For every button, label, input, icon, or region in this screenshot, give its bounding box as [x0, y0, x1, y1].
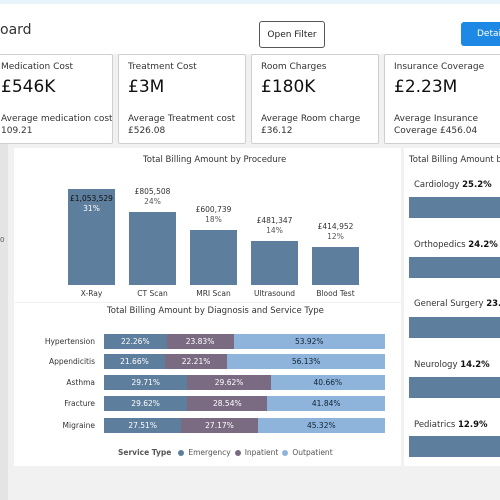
- procedure-bar: [312, 247, 359, 285]
- medication-cost-card: Medication Cost £546K Average medication…: [0, 54, 113, 144]
- card-label: Treatment Cost: [128, 62, 197, 72]
- card-sub-value: £526.08: [128, 126, 166, 136]
- card-label: Room Charges: [261, 62, 327, 72]
- details-button[interactable]: Detail: [461, 22, 500, 46]
- outpatient-legend-dot: [282, 449, 289, 456]
- department-label: Neurology 14.2%: [414, 360, 490, 370]
- bar-value-label: £481,347: [256, 216, 293, 226]
- stacked-bar-segment: 22.26%: [104, 334, 167, 349]
- legend-title: Service Type: [118, 448, 172, 457]
- stacked-bar-segment: 45.32%: [257, 418, 385, 433]
- card-sub-value: £36.12: [261, 126, 293, 136]
- bar-category-label: Blood Test: [316, 289, 355, 298]
- bar-percent-label: 31%: [83, 204, 100, 213]
- stacked-bar-segment: 23.83%: [166, 334, 234, 349]
- department-percent: 23.3: [486, 299, 500, 309]
- department-label: Pediatrics 12.9%: [414, 420, 488, 430]
- stacked-bar-segment: 27.51%: [104, 418, 182, 433]
- left-axis-tick: 0: [0, 236, 5, 244]
- stacked-bar-segment: 29.71%: [104, 375, 188, 390]
- department-bar: [409, 436, 500, 457]
- card-sub-label: Average Treatment cost: [128, 114, 236, 124]
- department-name: Orthopedics: [414, 240, 469, 250]
- stacked-bar-segment: 27.17%: [181, 418, 258, 433]
- department-bar: [409, 377, 500, 398]
- diagnosis-chart-title: Total Billing Amount by Diagnosis and Se…: [107, 306, 324, 316]
- department-percent: 14.2%: [460, 360, 490, 370]
- bar-value-label: £805,508: [134, 186, 171, 196]
- card-sub-value: Coverage £456.04: [394, 126, 478, 136]
- open-filter-button[interactable]: Open Filter: [259, 21, 325, 48]
- legend-item-outpatient: Outpatient: [292, 448, 333, 457]
- card-sub-label: Average Room charge: [261, 114, 361, 124]
- bar-percent-label: 24%: [144, 196, 161, 206]
- department-name: Cardiology: [414, 180, 463, 190]
- stacked-bar-segment: 29.62%: [104, 396, 188, 411]
- diagnosis-row-label: Appendicitis: [48, 357, 95, 366]
- department-bar: [409, 317, 500, 338]
- diagnosis-row-label: Migraine: [62, 421, 95, 430]
- department-label: Cardiology 25.2%: [414, 180, 492, 190]
- left-chart-edge: [0, 144, 8, 500]
- procedure-bar: [68, 189, 115, 285]
- card-value: £3M: [128, 77, 165, 97]
- card-label: Insurance Coverage: [394, 62, 485, 72]
- department-name: Pediatrics: [414, 420, 459, 430]
- department-label: Orthopedics 24.2%: [414, 240, 498, 250]
- card-label: Medication Cost: [1, 62, 74, 72]
- bar-category-label: X-Ray: [80, 289, 103, 298]
- stacked-bar-segment: 40.66%: [270, 375, 385, 390]
- room-charges-card: Room Charges £180K Average Room charge £…: [251, 54, 379, 144]
- legend-item-inpatient: Inpatient: [244, 448, 279, 457]
- card-sub-label: Average Insurance: [394, 114, 478, 124]
- stacked-bar-segment: 21.66%: [104, 354, 165, 369]
- department-percent: 25.2%: [462, 180, 492, 190]
- procedure-bar: [251, 241, 298, 285]
- bar-percent-label: 12%: [327, 232, 344, 242]
- bar-percent-label: 14%: [266, 226, 283, 236]
- procedure-bar: [190, 230, 237, 285]
- stacked-bar-segment: 28.54%: [187, 396, 268, 411]
- top-strip: [0, 0, 500, 4]
- emergency-legend-dot: [178, 449, 185, 456]
- bar-value-label: £600,739: [195, 205, 232, 215]
- bar-percent-label: 18%: [205, 215, 222, 225]
- header-bar: oard Open Filter Detail: [0, 4, 500, 54]
- card-value: £180K: [261, 77, 316, 97]
- diagnosis-legend: Service Type Emergency Inpatient Outpati…: [118, 448, 333, 457]
- bar-category-label: MRI Scan: [196, 289, 231, 298]
- stacked-bar-segment: 22.21%: [164, 354, 228, 369]
- bar-category-label: Ultrasound: [254, 289, 295, 298]
- stacked-bar-segment: 56.13%: [227, 354, 385, 369]
- diagnosis-row-label: Fracture: [64, 399, 95, 408]
- department-label: General Surgery 23.3: [414, 299, 500, 309]
- stacked-bar-segment: 41.84%: [267, 396, 385, 411]
- department-chart-title: Total Billing Amount b: [409, 155, 500, 165]
- inpatient-legend-dot: [234, 449, 241, 456]
- insurance-coverage-card: Insurance Coverage £2.23M Average Insura…: [384, 54, 500, 144]
- bar-category-label: CT Scan: [137, 289, 168, 298]
- bar-value-label: £1,053,529: [70, 194, 113, 203]
- department-percent: 24.2%: [468, 240, 498, 250]
- card-sub-value: 109.21: [1, 126, 33, 136]
- bar-value-label: £414,952: [317, 222, 354, 232]
- stacked-bar-segment: 29.62%: [187, 375, 271, 390]
- department-bar: [409, 197, 500, 218]
- department-percent: 12.9%: [458, 420, 488, 430]
- legend-item-emergency: Emergency: [188, 448, 231, 457]
- page-title: oard: [0, 22, 32, 38]
- department-bar: [409, 257, 500, 278]
- card-value: £2.23M: [394, 77, 458, 97]
- treatment-cost-card: Treatment Cost £3M Average Treatment cos…: [118, 54, 246, 144]
- procedure-bar: [129, 211, 176, 285]
- diagnosis-row-label: Asthma: [66, 378, 95, 387]
- procedure-chart-title: Total Billing Amount by Procedure: [143, 155, 287, 165]
- card-sub-label: Average medication cost: [1, 114, 113, 124]
- card-value: £546K: [1, 77, 56, 97]
- diagnosis-row-label: Hypertension: [44, 337, 95, 346]
- department-name: Neurology: [414, 360, 461, 370]
- department-name: General Surgery: [414, 299, 487, 309]
- stacked-bar-segment: 53.92%: [233, 334, 385, 349]
